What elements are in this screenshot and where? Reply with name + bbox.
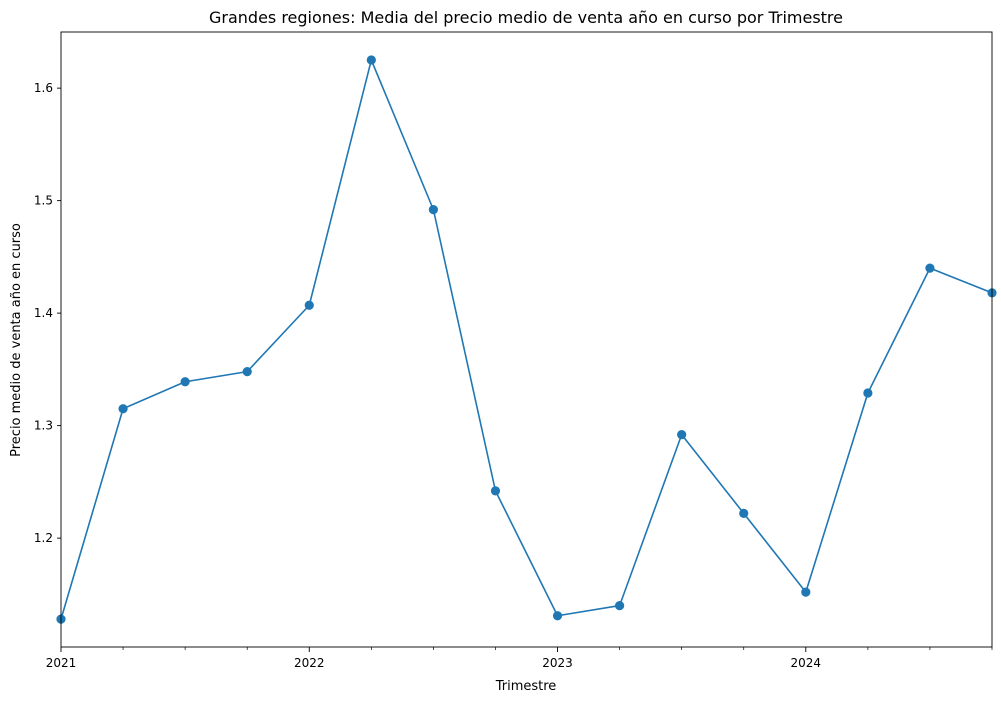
y-tick-label: 1.4 [34,306,53,320]
series-line [60,59,993,620]
x-tick-label: 2024 [791,656,822,670]
y-tick-label: 1.3 [34,419,53,433]
data-point [615,601,625,611]
data-point [863,388,873,398]
x-tick-label: 2021 [46,656,77,670]
axes: 1.2 1.3 1.4 1.5 1.6 2021 2022 2023 2024 [34,31,993,670]
data-point [366,55,376,65]
data-point [242,367,252,377]
data-point [552,611,563,621]
x-tick-label: 2023 [542,656,573,670]
data-point [925,263,935,273]
data-point [304,300,314,310]
y-tick-label: 1.5 [34,194,53,208]
y-tick-label: 1.2 [34,531,53,545]
data-point [118,404,128,414]
x-tick-label: 2022 [294,656,325,670]
y-tick-label: 1.6 [34,81,53,95]
data-point [180,377,190,387]
chart-title: Grandes regiones: Media del precio medio… [209,8,843,27]
x-axis-label: Trimestre [495,679,557,694]
data-point [490,486,501,496]
data-point [739,508,749,518]
data-point [801,587,811,597]
y-axis-label: Precio medio de venta año en curso [9,223,24,457]
plot-area [56,55,997,624]
plot-frame [60,31,993,648]
data-point [677,430,687,440]
data-point [428,205,438,215]
